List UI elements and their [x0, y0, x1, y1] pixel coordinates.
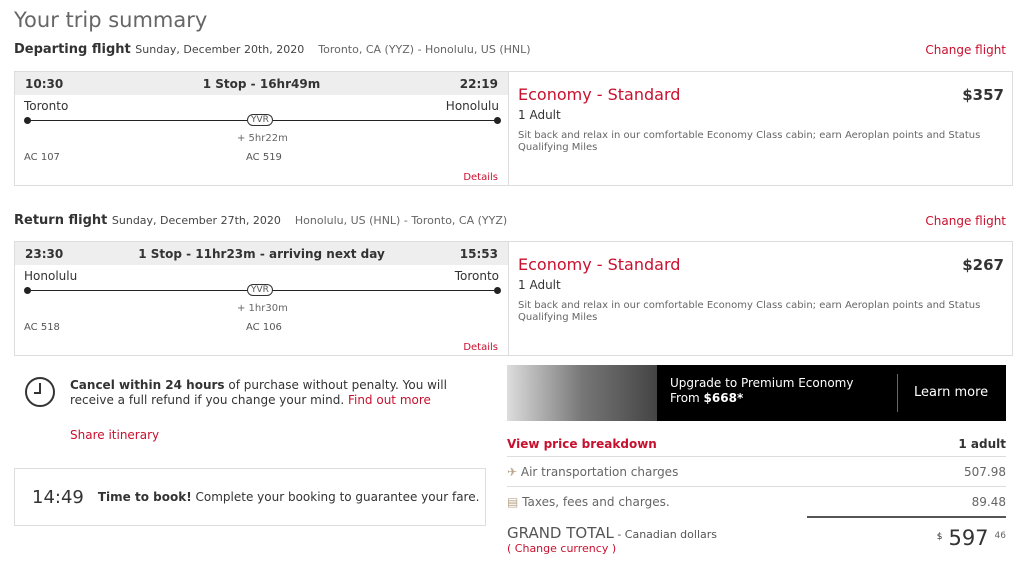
- stop-badge: YVR: [247, 114, 273, 126]
- destination-dot: [494, 117, 501, 124]
- total-currency: - Canadian dollars: [613, 528, 717, 541]
- find-out-more-link[interactable]: Find out more: [347, 393, 431, 407]
- origin-dot: [24, 117, 31, 124]
- breakdown-row-taxes: ▤ Taxes, fees and charges.: [507, 495, 670, 509]
- passenger-count: 1 Adult: [518, 108, 561, 122]
- row-label: Taxes, fees and charges.: [522, 494, 670, 509]
- origin-city: Honolulu: [24, 269, 78, 283]
- change-currency-link[interactable]: ( Change currency ): [507, 542, 617, 555]
- share-itinerary-link[interactable]: Share itinerary: [70, 428, 160, 442]
- flight-summary: 1 Stop - 16hr49m: [202, 76, 321, 91]
- flight-route: Honolulu, US (HNL) - Toronto, CA (YYZ): [294, 214, 508, 227]
- flight-label: Return flight: [14, 213, 108, 228]
- total-whole: 597: [948, 526, 989, 550]
- timer-text: Complete your booking to guarantee your …: [191, 490, 480, 504]
- timer-value: 14:49: [32, 486, 84, 508]
- destination-dot: [494, 287, 501, 294]
- stop-badge: YVR: [247, 284, 273, 296]
- timer-bold: Time to book!: [97, 490, 192, 504]
- flight-number: AC 519: [246, 152, 282, 163]
- change-flight-link[interactable]: Change flight: [925, 43, 1006, 57]
- cabin-name: Economy - Standard: [518, 255, 681, 274]
- cabin-image: [507, 365, 657, 421]
- change-flight-link[interactable]: Change flight: [925, 214, 1006, 228]
- origin-dot: [24, 287, 31, 294]
- total-cents: 46: [994, 531, 1006, 541]
- currency-symbol: $: [936, 532, 943, 542]
- flight-card: 23:30 1 Stop - 11hr23m - arriving next da…: [14, 241, 1013, 356]
- upgrade-price: $668*: [703, 391, 744, 405]
- receipt-icon: ▤: [507, 494, 519, 509]
- clock-icon: [24, 376, 56, 411]
- flight-section-title: Return flight Sunday, December 27th, 202…: [14, 213, 507, 228]
- fare-price: $357: [962, 86, 1004, 104]
- flight-summary: 1 Stop - 11hr23m - arriving next day: [138, 246, 385, 261]
- flight-section-title: Departing flight Sunday, December 20th, …: [14, 42, 531, 57]
- flight-label: Departing flight: [14, 42, 131, 57]
- cabin-name: Economy - Standard: [518, 85, 681, 104]
- row-label: Air transportation charges: [520, 464, 679, 479]
- breakdown-pax: 1 adult: [958, 437, 1006, 451]
- passenger-count: 1 Adult: [518, 278, 561, 292]
- flight-header: 10:30 1 Stop - 16hr49m 22:19: [15, 72, 508, 95]
- flight-card: 10:30 1 Stop - 16hr49m 22:19 Toronto Honol…: [14, 71, 1013, 186]
- cancel-text: of purchase without penalty. You will re…: [70, 378, 447, 407]
- upgrade-from: From: [670, 391, 704, 405]
- upgrade-banner[interactable]: Upgrade to Premium Economy From $668* Lea…: [507, 365, 1006, 421]
- breakdown-row-air: ✈ Air transportation charges: [507, 465, 678, 479]
- row-value: 507.98: [964, 464, 1006, 479]
- cabin-description: Sit back and relax in our comfortable Ec…: [518, 130, 981, 153]
- flight-number: AC 106: [246, 322, 282, 333]
- destination-city: Honolulu: [445, 99, 499, 113]
- flight-date: Sunday, December 27th, 2020: [111, 214, 281, 227]
- grand-total-amount: $597 46: [937, 526, 1006, 550]
- view-price-breakdown-link[interactable]: View price breakdown: [507, 437, 657, 451]
- cancel-bold: Cancel within 24 hours: [70, 378, 225, 392]
- flight-route: Toronto, CA (YYZ) - Honolulu, US (HNL): [318, 43, 531, 56]
- cabin-description: Sit back and relax in our comfortable Ec…: [518, 300, 981, 323]
- destination-city: Toronto: [454, 269, 499, 283]
- depart-time: 10:30: [25, 76, 64, 91]
- booking-timer: 14:49 Time to book! Complete your bookin…: [14, 468, 486, 526]
- details-link[interactable]: Details: [463, 342, 498, 353]
- page-title: Your trip summary: [14, 8, 208, 32]
- depart-time: 23:30: [25, 246, 64, 261]
- fare-price: $267: [962, 256, 1004, 274]
- total-label: GRAND TOTAL: [507, 524, 614, 542]
- layover-duration: + 1hr30m: [237, 303, 288, 314]
- flight-number: AC 107: [24, 152, 60, 163]
- divider: [897, 374, 898, 412]
- origin-city: Toronto: [24, 99, 69, 113]
- upgrade-title: Upgrade to Premium Economy: [670, 376, 854, 390]
- plane-icon: ✈: [507, 464, 518, 479]
- learn-more-button[interactable]: Learn more: [914, 385, 989, 400]
- details-link[interactable]: Details: [463, 172, 498, 183]
- total-divider: [807, 516, 1006, 518]
- arrive-time: 22:19: [459, 76, 498, 91]
- flight-number: AC 518: [24, 322, 60, 333]
- row-value: 89.48: [971, 494, 1006, 509]
- flight-header: 23:30 1 Stop - 11hr23m - arriving next da…: [15, 242, 508, 265]
- cancel-policy: Cancel within 24 hours of purchase witho…: [70, 378, 480, 408]
- flight-date: Sunday, December 20th, 2020: [135, 43, 305, 56]
- layover-duration: + 5hr22m: [237, 133, 288, 144]
- arrive-time: 15:53: [459, 246, 498, 261]
- grand-total-label: GRAND TOTAL - Canadian dollars: [507, 524, 717, 542]
